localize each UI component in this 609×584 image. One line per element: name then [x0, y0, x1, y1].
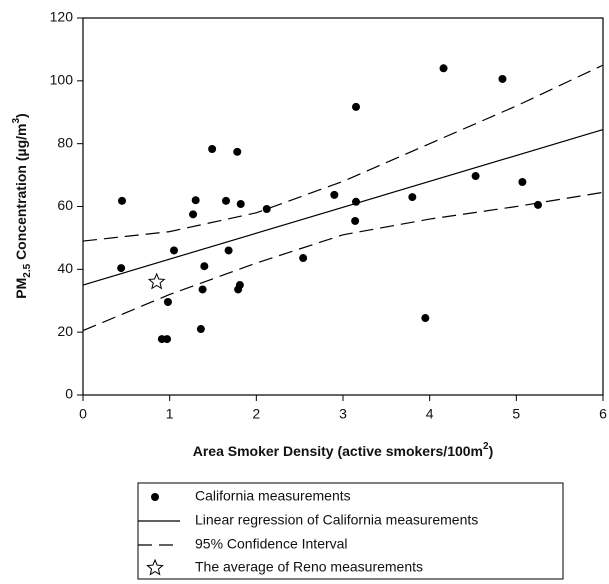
data-point	[498, 74, 507, 83]
data-point	[222, 196, 230, 205]
data-point	[352, 197, 360, 206]
y-tick-label: 40	[57, 260, 73, 276]
data-point	[233, 147, 242, 156]
data-point	[352, 102, 360, 111]
data-point	[330, 190, 339, 199]
legend-label: 95% Confidence Interval	[195, 536, 348, 552]
data-point	[200, 262, 209, 271]
x-label-part: Area Smoker Density (active smokers/100m	[193, 443, 483, 459]
data-point	[471, 172, 480, 181]
x-tick-label: 6	[599, 406, 607, 422]
data-point	[163, 335, 172, 344]
y-tick-label: 20	[57, 323, 73, 339]
legend-label: Linear regression of California measurem…	[195, 512, 478, 528]
y-label-sup: 3	[11, 118, 22, 124]
y-tick-label: 120	[50, 9, 74, 25]
y-label-part: )	[13, 113, 29, 118]
y-axis-label: PM2.5 Concentration (µg/m3)	[11, 113, 33, 298]
data-point	[224, 246, 233, 255]
data-point	[198, 285, 207, 294]
data-point	[518, 177, 527, 186]
data-point	[191, 196, 200, 205]
x-label-part: )	[489, 443, 494, 459]
data-point	[189, 210, 198, 219]
data-point	[421, 314, 430, 323]
x-tick-label: 4	[426, 406, 434, 422]
data-point	[408, 193, 417, 202]
data-point	[163, 298, 172, 307]
legend-label: The average of Reno measurements	[195, 559, 423, 575]
x-tick-label: 2	[252, 406, 260, 422]
confidence-band	[82, 191, 604, 332]
data-point	[196, 325, 205, 334]
legend-marker	[151, 493, 159, 501]
data-point	[170, 246, 178, 255]
y-tick-label: 60	[57, 197, 73, 213]
x-tick-label: 0	[79, 406, 87, 422]
x-tick-label: 1	[166, 406, 174, 422]
legend-label: California measurements	[195, 488, 351, 504]
data-point	[208, 145, 217, 154]
x-axis-label: Area Smoker Density (active smokers/100m…	[193, 441, 494, 459]
data-point	[236, 199, 245, 208]
data-point-star	[147, 272, 166, 290]
legend-box	[137, 482, 564, 580]
regression-line	[82, 128, 604, 286]
data-point	[439, 64, 448, 73]
data-point	[351, 216, 360, 225]
x-tick-label: 3	[339, 406, 347, 422]
data-point	[534, 200, 542, 209]
y-label-sub: 2.5	[22, 263, 33, 277]
data-point	[299, 254, 308, 263]
y-tick-label: 100	[50, 72, 74, 88]
x-tick-label: 5	[512, 406, 520, 422]
y-tick-label: 0	[65, 386, 73, 402]
data-point	[262, 205, 271, 214]
y-label-part: Concentration (µg/m	[13, 124, 29, 264]
confidence-band	[82, 64, 604, 242]
y-label-part: PM	[13, 278, 29, 299]
y-tick-label: 80	[57, 134, 73, 150]
data-point	[235, 281, 244, 290]
data-point	[118, 196, 126, 205]
x-label-sup: 2	[483, 441, 489, 452]
data-point	[117, 264, 126, 273]
legend-marker	[146, 558, 164, 576]
